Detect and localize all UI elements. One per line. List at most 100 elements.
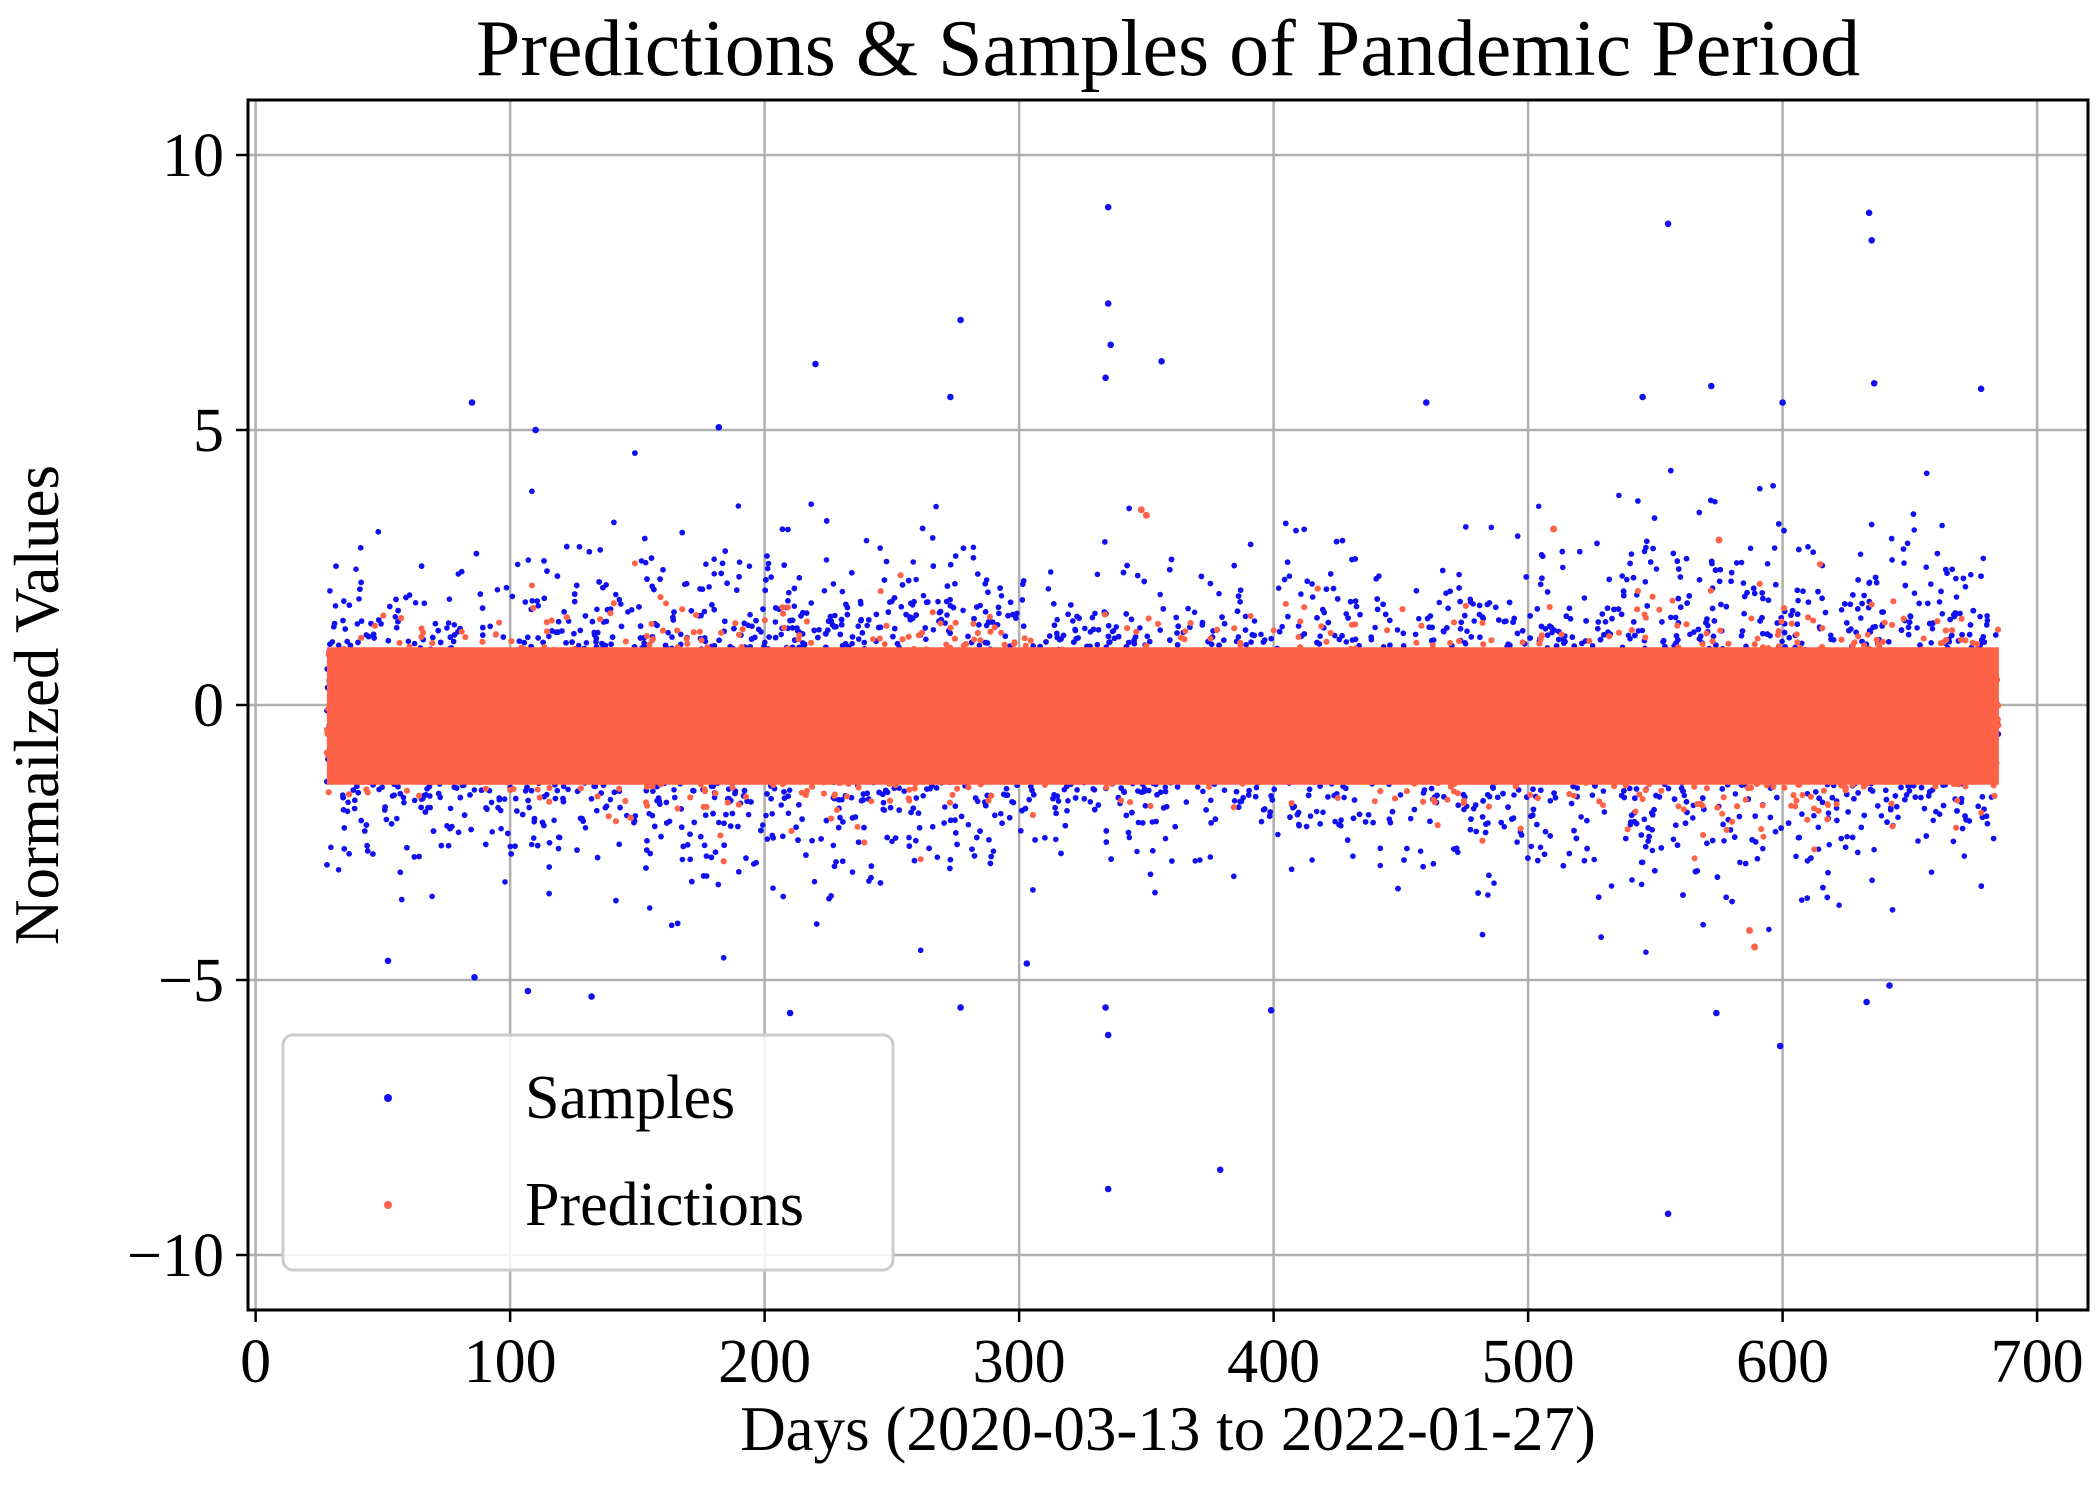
sample-point (1737, 859, 1743, 866)
sample-point (1535, 503, 1542, 510)
sample-point (1248, 639, 1254, 645)
sample-point (1747, 545, 1754, 552)
sample-point (345, 799, 351, 806)
sample-point (1341, 794, 1347, 801)
sample-point (535, 603, 542, 609)
sample-point (546, 633, 552, 640)
sample-point (1721, 838, 1727, 844)
sample-point (575, 642, 582, 649)
sample-point (1235, 634, 1242, 640)
sample-point (1491, 880, 1497, 886)
sample-point (778, 802, 784, 808)
sample-point (1639, 627, 1646, 634)
sample-point (996, 610, 1002, 617)
sample-point (471, 787, 478, 793)
sample-point (913, 576, 919, 583)
sample-point (1740, 580, 1747, 586)
sample-point (1929, 625, 1936, 632)
sample-point (1467, 596, 1474, 603)
sample-point (1070, 618, 1076, 624)
sample-point (1653, 566, 1660, 572)
sample-point (785, 810, 792, 817)
sample-point (646, 905, 653, 911)
sample-point (446, 596, 453, 602)
sample-point (989, 619, 996, 625)
sample-point (1162, 784, 1169, 790)
sample-point (401, 799, 407, 806)
sample-point (990, 848, 997, 854)
sample-point (800, 640, 806, 646)
sample-point (1134, 848, 1140, 855)
sample-point (1109, 628, 1116, 635)
sample-point (808, 600, 814, 606)
sample-point (444, 625, 450, 631)
sample-point (1643, 949, 1649, 955)
sample-point (1275, 585, 1282, 591)
sample-point (1089, 614, 1096, 621)
sample-point (1627, 636, 1633, 642)
sample-point (1309, 581, 1315, 587)
sample-point (735, 503, 742, 509)
sample-point (1649, 847, 1656, 854)
sample-point (488, 799, 495, 806)
sample-point (1911, 590, 1918, 596)
sample-point (335, 867, 342, 873)
sample-point (703, 853, 710, 859)
sample-point (1082, 625, 1088, 632)
sample-point (880, 806, 886, 813)
sample-point (1901, 560, 1907, 566)
sample-point (745, 811, 752, 818)
sample-point (855, 623, 861, 629)
sample-point (1844, 833, 1850, 840)
sample-point (498, 825, 504, 832)
sample-point (1436, 599, 1443, 606)
sample-point (934, 854, 941, 860)
sample-point (451, 622, 458, 628)
sample-point (1915, 838, 1921, 844)
sample-point (703, 561, 709, 567)
sample-point (1191, 609, 1198, 616)
sample-point (933, 503, 939, 510)
sample-point (1738, 559, 1745, 566)
sample-point (665, 629, 671, 636)
sample-point (747, 611, 753, 618)
sample-point (1591, 856, 1597, 863)
sample-point (554, 787, 561, 794)
sample-point (786, 787, 793, 793)
sample-point (1511, 792, 1517, 798)
sample-point (1200, 788, 1206, 795)
sample-point (1471, 618, 1477, 624)
sample-point (1313, 808, 1320, 815)
sample-point (1488, 524, 1495, 531)
sample-point (935, 598, 941, 605)
sample-point (1320, 809, 1326, 816)
sample-point (1537, 844, 1544, 851)
sample-point (1400, 642, 1407, 649)
sample-point (1394, 627, 1401, 633)
sample-point (1528, 843, 1534, 850)
sample-point (1350, 853, 1356, 859)
sample-point (1980, 555, 1987, 562)
sample-point (394, 815, 400, 822)
sample-point (906, 834, 912, 841)
sample-point (1895, 814, 1901, 821)
sample-point (760, 822, 766, 828)
sample-point (525, 557, 532, 563)
sample-point (1501, 824, 1508, 830)
sample-point (1207, 854, 1214, 860)
sample-point (811, 878, 818, 885)
sample-point (392, 614, 399, 620)
sample-point (1216, 590, 1222, 597)
sample-point (711, 571, 717, 577)
sample-point (1253, 784, 1260, 791)
sample-point (930, 627, 937, 633)
sample-point (1162, 788, 1169, 795)
sample-point (1878, 813, 1885, 819)
sample-point (1307, 813, 1314, 819)
sample-point (1298, 591, 1304, 597)
sample-point (1343, 639, 1350, 645)
sample-point (1733, 560, 1740, 566)
sample-point (1858, 615, 1864, 621)
sample-point (618, 601, 624, 607)
